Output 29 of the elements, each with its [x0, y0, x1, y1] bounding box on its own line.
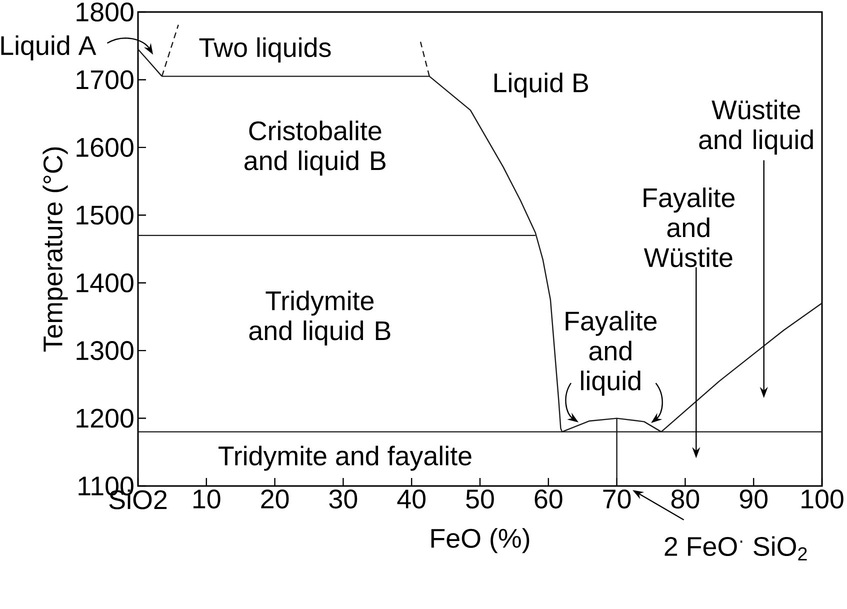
y-tick-label: 1600 — [76, 138, 134, 157]
y-tick-label: 1400 — [76, 273, 134, 292]
x-tick-label: 80 — [671, 490, 700, 509]
x-tick-label: 50 — [466, 490, 494, 509]
y-tick-label: 1800 — [76, 2, 134, 22]
x-tick-label: 100 — [802, 490, 844, 509]
y-axis-title: Temperature (°C) — [42, 147, 68, 352]
x-tick-label: 10 — [193, 490, 220, 509]
annotation: Cristobalite and liquid B — [244, 120, 386, 176]
x-tick-label: 30 — [329, 490, 358, 509]
y-tick-label: 1700 — [76, 70, 134, 90]
text: 2 FeO$^{·}$ SiO$_{2}$ — [664, 536, 807, 560]
annotation: Liquid B — [494, 72, 588, 98]
y-tick-label: 1300 — [76, 341, 134, 360]
annotation: Tridymite and fayalite — [218, 446, 472, 471]
annotation: Tridymite and liquid B — [249, 290, 390, 346]
x-tick-label: 20 — [261, 490, 289, 509]
x-tick-label: 90 — [740, 490, 768, 509]
annotation: Wüstite and liquid — [699, 100, 813, 155]
x-tick-label: 60 — [534, 490, 562, 509]
annotation: Two liquids — [199, 37, 331, 62]
x-tick-label: 40 — [397, 490, 426, 509]
text: Liquid A — [1, 35, 96, 60]
x-axis-title: FeO (%) — [431, 528, 530, 554]
annotation: Fayalite and Wüstite — [644, 188, 735, 268]
y-tick-label: 1500 — [76, 206, 134, 225]
x-tick-label: 70 — [603, 490, 631, 509]
y-tick-label: 1200 — [76, 408, 134, 428]
annotation: Fayalite and liquid — [566, 310, 657, 396]
